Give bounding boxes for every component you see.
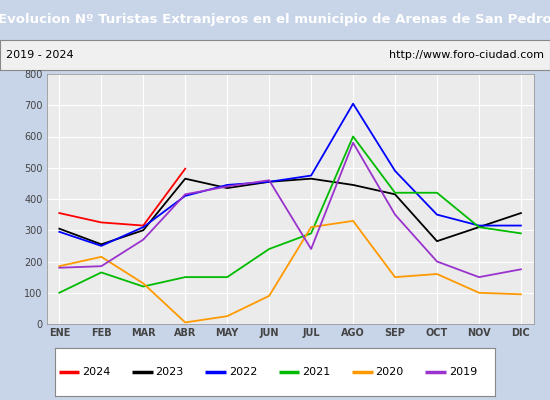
Text: 2019 - 2024: 2019 - 2024 <box>6 50 73 60</box>
Text: 2021: 2021 <box>302 367 331 377</box>
Text: 2024: 2024 <box>82 367 111 377</box>
Text: 2023: 2023 <box>156 367 184 377</box>
Text: http://www.foro-ciudad.com: http://www.foro-ciudad.com <box>389 50 544 60</box>
Text: 2019: 2019 <box>449 367 477 377</box>
Text: 2020: 2020 <box>376 367 404 377</box>
Text: 2022: 2022 <box>229 367 257 377</box>
Text: Evolucion Nº Turistas Extranjeros en el municipio de Arenas de San Pedro: Evolucion Nº Turistas Extranjeros en el … <box>0 14 550 26</box>
